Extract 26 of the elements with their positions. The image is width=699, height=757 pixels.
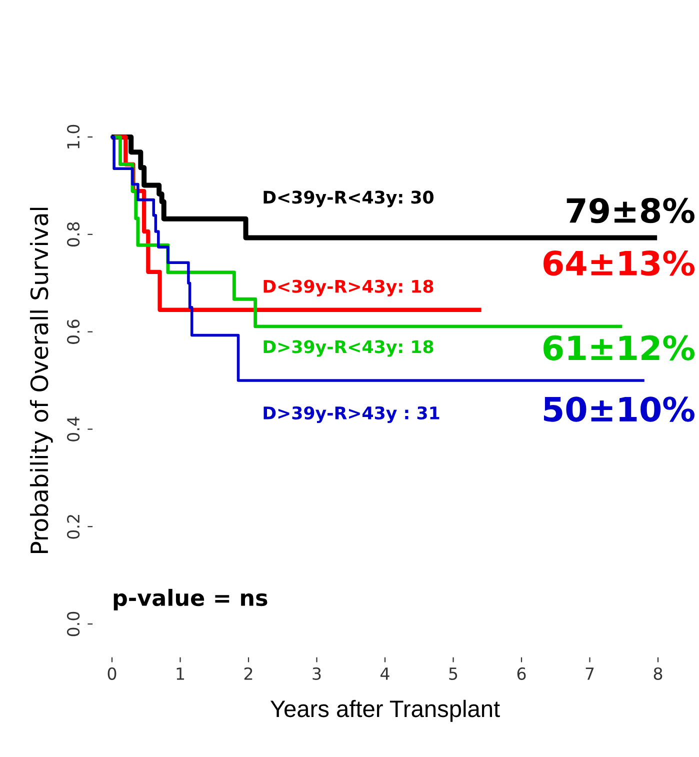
x-tick-label: 5: [449, 668, 458, 680]
x-tick-label: 4: [380, 668, 390, 680]
annotation: 79±8%: [566, 198, 694, 224]
x-tick-label: 0: [108, 667, 116, 680]
annotation: 64±13%: [544, 250, 694, 276]
x-tick-label: 6: [517, 667, 526, 680]
y-tick-label: 0.4: [66, 416, 80, 442]
annotation: 50±10%: [544, 396, 694, 422]
y-tick-label: 1.0: [66, 124, 80, 148]
y-tick-label: 0.2: [66, 515, 80, 539]
x-tick-label: 1: [176, 668, 184, 680]
x-axis-title: Years after Transplant: [270, 700, 500, 722]
series-label: D>39y-R<43y: 18: [264, 340, 434, 357]
annotation: 61±12%: [544, 335, 694, 360]
series-label: D<39y-R>43y: 18: [264, 280, 434, 296]
x-tick-label: 2: [244, 667, 252, 680]
series-label: D<39y-R<43y: 30: [264, 190, 434, 208]
y-tick-label: 0.6: [66, 320, 80, 344]
x-tick-label: 8: [654, 667, 662, 680]
annotation: p-value = ns: [114, 588, 268, 610]
x-tick-label: 3: [312, 667, 321, 680]
y-tick-label: 0.0: [66, 612, 80, 636]
y-tick-label: 0.8: [66, 222, 80, 247]
series-label: D>39y-R>43y : 31: [264, 406, 440, 423]
y-axis-title: Probability of Overall Survival: [30, 208, 53, 554]
x-tick-label: 7: [586, 668, 594, 680]
